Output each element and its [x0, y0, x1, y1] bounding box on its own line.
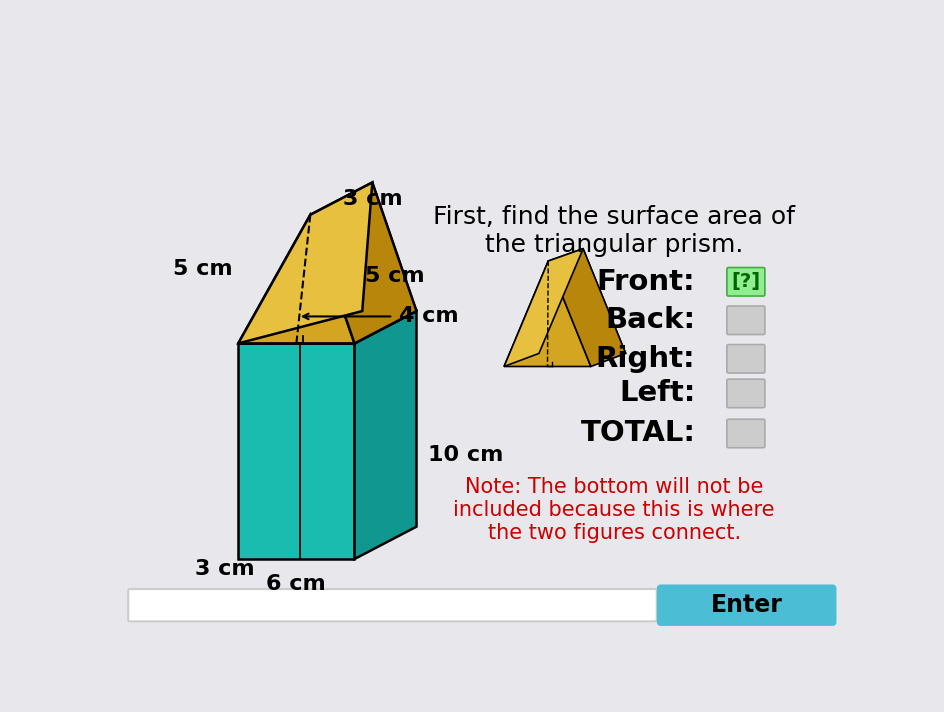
FancyBboxPatch shape — [726, 268, 764, 296]
Text: 5 cm: 5 cm — [364, 266, 424, 286]
Text: [?]: [?] — [731, 272, 760, 291]
Text: 4 cm: 4 cm — [398, 306, 458, 326]
Text: First, find the surface area of
the triangular prism.: First, find the surface area of the tria… — [432, 205, 794, 256]
Text: Right:: Right: — [596, 345, 695, 373]
Text: 5 cm: 5 cm — [173, 258, 232, 278]
Text: Enter: Enter — [710, 593, 782, 617]
Polygon shape — [538, 248, 625, 353]
Polygon shape — [238, 343, 354, 559]
Text: 3 cm: 3 cm — [195, 559, 255, 579]
Text: 6 cm: 6 cm — [266, 575, 326, 595]
FancyBboxPatch shape — [128, 589, 656, 622]
Polygon shape — [238, 182, 372, 343]
Polygon shape — [238, 215, 354, 343]
Polygon shape — [354, 311, 416, 559]
FancyBboxPatch shape — [726, 379, 764, 408]
Text: 10 cm: 10 cm — [428, 445, 503, 465]
Text: Back:: Back: — [605, 306, 695, 335]
Polygon shape — [503, 248, 582, 367]
Polygon shape — [503, 261, 590, 367]
FancyBboxPatch shape — [726, 306, 764, 335]
Text: Note: The bottom will not be
included because this is where
the two figures conn: Note: The bottom will not be included be… — [453, 476, 774, 543]
Polygon shape — [362, 182, 416, 311]
Polygon shape — [548, 248, 625, 367]
FancyBboxPatch shape — [657, 585, 834, 625]
Text: Left:: Left: — [618, 379, 695, 407]
Text: 3 cm: 3 cm — [343, 189, 402, 209]
Polygon shape — [310, 182, 416, 343]
Polygon shape — [238, 311, 416, 343]
Text: Front:: Front: — [597, 268, 695, 295]
FancyBboxPatch shape — [726, 419, 764, 448]
Text: TOTAL:: TOTAL: — [580, 419, 695, 447]
FancyBboxPatch shape — [726, 345, 764, 373]
